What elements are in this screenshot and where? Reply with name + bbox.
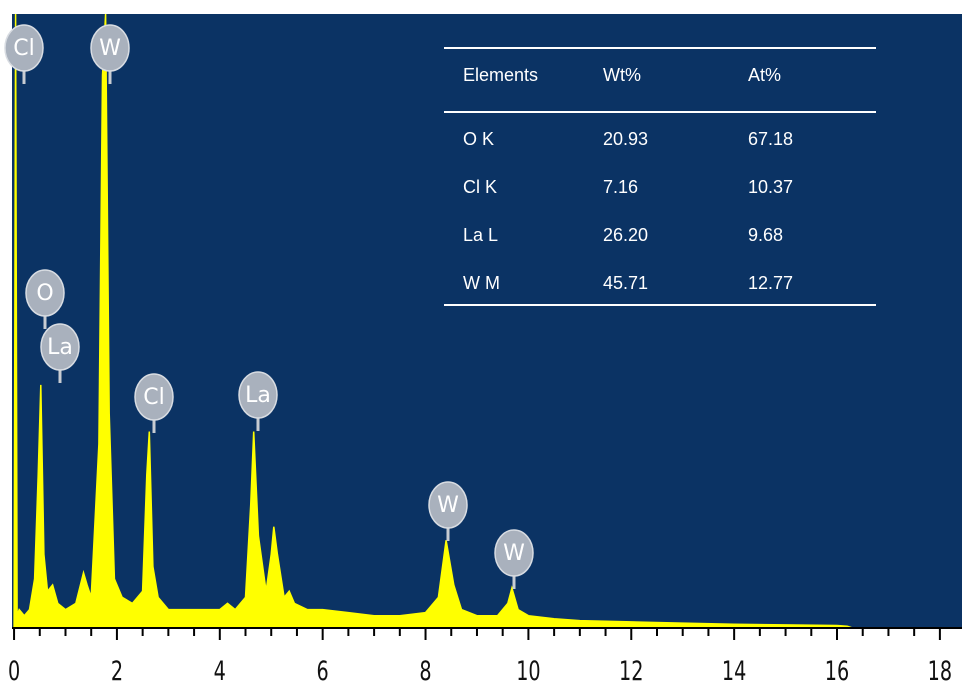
table-cell: La L [463,225,498,245]
table-cell: 20.93 [603,129,648,149]
peak-label: W [437,493,459,518]
annotation-badge [4,24,44,72]
annotation-badge [25,269,65,317]
table-header: Wt% [603,65,641,85]
x-tick-label: 12 [619,657,643,687]
spectrum-area [13,13,940,629]
table-cell: 7.16 [603,177,638,197]
x-tick-label: 0 [8,657,20,687]
table-cell: 12.77 [748,273,793,293]
peak-label: O [36,281,53,306]
annotation-badge [238,371,278,419]
x-tick-label: 6 [317,657,329,687]
x-tick-label: 14 [722,657,746,687]
annotation-badge [40,323,80,371]
table-cell: 9.68 [748,225,783,245]
annotation-badge [428,481,468,529]
peak-label: La [245,383,271,408]
plot-background [12,14,962,628]
annotation-badge [90,24,130,72]
peak-label: La [47,335,73,360]
x-tick-label: 2 [111,657,123,687]
peak-label: Cl [143,385,164,410]
x-tick-label: 16 [825,657,849,687]
x-tick-label: 8 [419,657,431,687]
table-cell: O K [463,129,494,149]
peak-label: Cl [13,36,34,61]
table-cell: 67.18 [748,129,793,149]
table-cell: 45.71 [603,273,648,293]
x-tick-label: 4 [214,657,226,687]
peak-label: W [99,36,121,61]
table-header: At% [748,65,781,85]
x-tick-label: 18 [928,657,952,687]
table-cell: Cl K [463,177,497,197]
table-cell: 26.20 [603,225,648,245]
table-header: Elements [463,65,538,85]
annotation-badge [134,373,174,421]
table-cell: 10.37 [748,177,793,197]
table-cell: W M [463,273,500,293]
x-tick-label: 10 [516,657,540,687]
annotation-badge [494,529,534,577]
peak-label: W [503,541,525,566]
